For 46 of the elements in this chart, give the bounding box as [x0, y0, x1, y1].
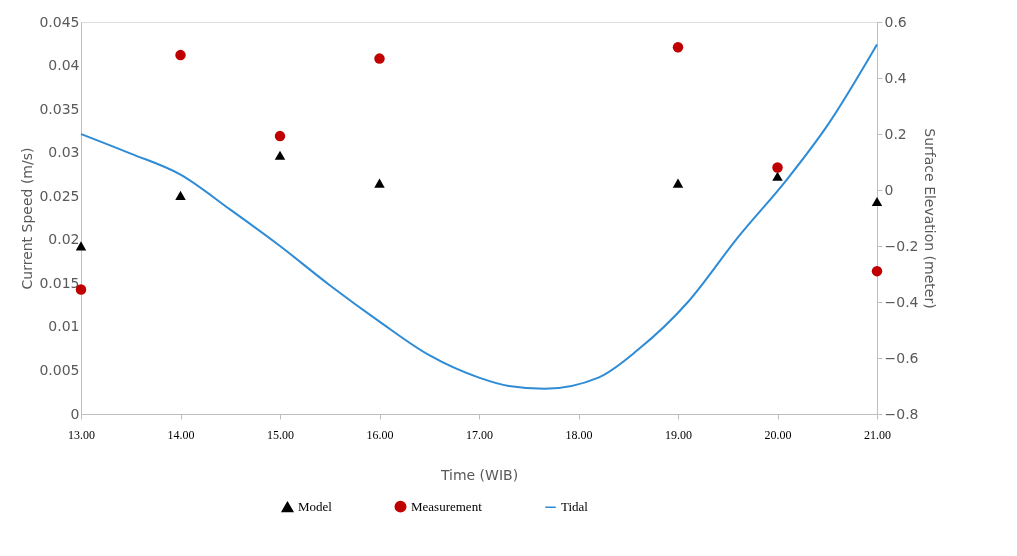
y2-tick-label: −0.8 — [884, 405, 919, 422]
point — [374, 178, 385, 188]
x-tick-label: 21.00 — [864, 427, 891, 442]
x-tick-label: 13.00 — [68, 427, 95, 442]
point — [374, 53, 385, 64]
x-tick-label: 18.00 — [565, 427, 593, 442]
y-axis-title: Current Speed (m/s) — [19, 147, 36, 290]
y-tick-label: 0.03 — [48, 144, 80, 161]
y2-tick-label: 0.4 — [884, 69, 907, 86]
y-tick-label: 0.02 — [48, 231, 80, 248]
x-tick-label: 15.00 — [267, 427, 294, 442]
y-tick-label: 0.005 — [39, 361, 80, 378]
point — [274, 150, 286, 160]
y-tick-label: 0.035 — [39, 100, 80, 117]
y-tick-label: 0 — [70, 405, 80, 422]
line-series — [80, 43, 878, 390]
y2-tick-label: 0.6 — [884, 13, 907, 30]
legend-label: Model — [298, 498, 333, 514]
point — [274, 130, 286, 142]
x-tick-label: 14.00 — [167, 427, 195, 442]
y2-tick-label: −0.4 — [884, 293, 919, 310]
legend-label: Tidal — [561, 499, 589, 515]
y2-tick-label: 0.2 — [884, 125, 907, 142]
y-tick-label: 0.04 — [48, 57, 80, 74]
point — [871, 265, 883, 277]
point — [175, 190, 186, 200]
point — [871, 196, 883, 206]
point — [772, 162, 783, 173]
point — [175, 49, 186, 61]
x-tick-label: 20.00 — [764, 427, 792, 442]
legend-label: Measurement — [411, 498, 483, 514]
point — [672, 42, 684, 53]
y-tick-label: 0.015 — [39, 274, 80, 291]
y-tick-label: 0.01 — [48, 318, 80, 335]
x-axis-title: Time (WIB) — [439, 466, 519, 483]
point — [672, 178, 684, 188]
x-tick-label: 19.00 — [665, 427, 692, 442]
y-tick-label: 0.045 — [39, 13, 80, 30]
y2-tick-label: 0 — [884, 181, 894, 198]
y2-axis-title: Surface Elevation (meter) — [922, 128, 939, 309]
y2-tick-label: −0.2 — [884, 237, 919, 254]
y2-tick-label: −0.6 — [884, 349, 919, 366]
point — [772, 171, 783, 181]
x-tick-label: 17.00 — [466, 427, 493, 442]
y-tick-label: 0.025 — [39, 187, 80, 204]
x-tick-label: 16.00 — [366, 427, 394, 442]
